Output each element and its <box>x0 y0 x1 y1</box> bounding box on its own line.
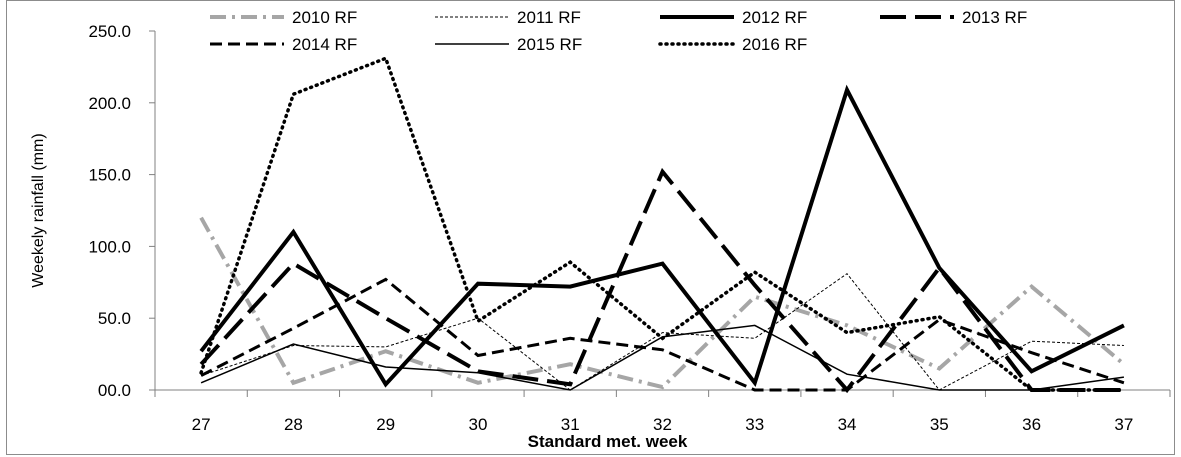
series-line-2011-rf <box>200 273 1124 391</box>
y-tick-label: 50.0 <box>98 309 131 328</box>
series-line-2014-rf <box>200 277 1125 392</box>
x-tick-label: 28 <box>284 415 303 434</box>
x-tick-label: 36 <box>1022 415 1041 434</box>
legend-label: 2015 RF <box>517 35 582 54</box>
legend-label: 2012 RF <box>742 8 807 27</box>
x-tick-label: 29 <box>376 415 395 434</box>
x-tick-label: 32 <box>653 415 672 434</box>
series-line-2016-rf <box>199 56 1126 392</box>
x-tick-label: 31 <box>561 415 580 434</box>
x-tick-label: 27 <box>192 415 211 434</box>
y-tick-label: 250.0 <box>88 22 131 41</box>
series-line-2012-rf <box>199 84 1125 388</box>
series-line-2013-rf <box>199 167 1124 394</box>
series-lines <box>199 56 1126 394</box>
legend-label: 2013 RF <box>962 8 1027 27</box>
x-tick-label: 35 <box>930 415 949 434</box>
legend-label: 2010 RF <box>292 8 357 27</box>
y-tick-label: 200.0 <box>88 94 131 113</box>
y-tick-label: 00.0 <box>98 381 131 400</box>
y-tick-label: 100.0 <box>88 237 131 256</box>
legend-label: 2011 RF <box>517 8 581 27</box>
axes: 00.0 50.0 100.0 150.0 200.0 250.0 27 28 29 30 31 32… <box>88 22 1171 434</box>
legend-label: 2016 RF <box>742 35 807 54</box>
series-line-2010-rf <box>199 216 1126 390</box>
x-tick-label: 30 <box>468 415 487 434</box>
y-axis-label: Weekely rainfall (mm) <box>30 133 47 287</box>
legend-label: 2014 RF <box>292 35 357 54</box>
y-tick-label: 150.0 <box>88 166 131 185</box>
legend: 2010 RF 2011 RF 2012 RF 2013 RF 2014 RF 2015 … <box>210 8 1027 54</box>
x-tick-label: 34 <box>838 415 857 434</box>
x-tick-label: 33 <box>745 415 764 434</box>
x-axis-label: Standard met. week <box>528 432 688 451</box>
x-tick-label: 37 <box>1114 415 1133 434</box>
